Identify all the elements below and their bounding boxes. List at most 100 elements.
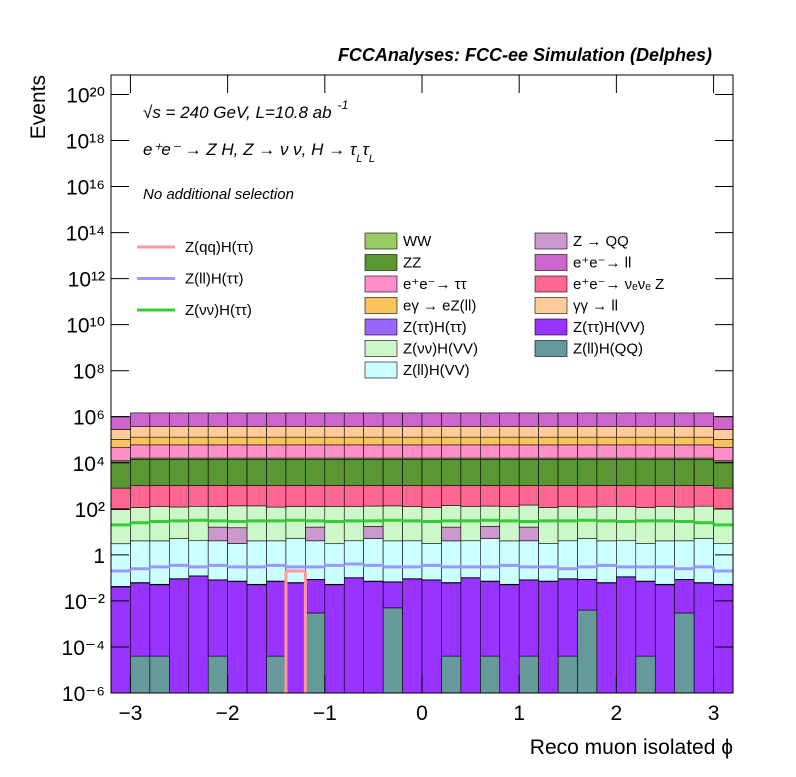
bar-segment	[189, 459, 208, 485]
bar-segment	[558, 579, 577, 656]
bar-segment	[694, 459, 713, 485]
bar-segment	[578, 580, 597, 610]
bar-segment	[597, 437, 616, 445]
bar-segment	[325, 445, 344, 458]
bar-segment	[500, 437, 519, 445]
bar-segment	[578, 427, 597, 437]
bar-segment	[636, 445, 655, 458]
bar-segment	[403, 507, 422, 541]
bar-segment	[344, 413, 363, 427]
bar-segment	[480, 459, 499, 485]
legend-label: WW	[403, 233, 432, 250]
bar-segment	[228, 445, 247, 458]
plot-area	[111, 413, 733, 713]
bar-segment	[208, 437, 227, 445]
y-tick-label: 10¹⁴	[66, 223, 105, 246]
bar-segment	[714, 416, 733, 429]
bar-segment	[422, 427, 441, 437]
bar-segment	[111, 447, 130, 460]
bar-segment	[383, 506, 402, 541]
bar-segment	[169, 459, 188, 485]
bar-segment	[169, 539, 188, 579]
bar-segment	[578, 507, 597, 539]
bar-segment	[286, 445, 305, 458]
bar-segment	[383, 427, 402, 437]
bar-segment	[189, 541, 208, 576]
legend-label: Z(νν)H(ττ)	[185, 302, 252, 319]
bar-segment	[519, 580, 538, 656]
bar-segment	[500, 413, 519, 427]
y-axis-title: Events	[27, 75, 50, 139]
x-tick-label: −1	[313, 702, 337, 725]
y-tick-label: 10⁶	[73, 407, 105, 430]
bar-segment	[558, 437, 577, 445]
legend-swatch	[535, 298, 567, 314]
bar-segment	[616, 541, 635, 577]
bar-segment	[519, 445, 538, 458]
legend-swatch	[535, 255, 567, 271]
bar-segment	[500, 427, 519, 437]
bar-segment	[578, 459, 597, 485]
y-tick-label: 10⁴	[73, 453, 105, 476]
bar-segment	[325, 437, 344, 445]
bar-segment	[519, 427, 538, 437]
bar-segment	[675, 541, 694, 580]
bar-segment	[111, 510, 130, 544]
y-tick-label: 10²⁰	[66, 84, 105, 107]
bar-segment	[636, 427, 655, 437]
bar-segment	[675, 437, 694, 445]
bar-segment	[150, 427, 169, 437]
bar-segment	[519, 505, 538, 527]
bar-segment	[441, 505, 460, 527]
bar-segment	[130, 459, 149, 485]
bar-segment	[539, 445, 558, 458]
bar-segment	[500, 459, 519, 485]
bar-segment	[422, 508, 441, 544]
bar-segment	[675, 580, 694, 613]
bar-segment	[305, 437, 324, 445]
bar-segment	[130, 541, 149, 583]
legend-label: Z(ll)H(VV)	[403, 362, 470, 379]
bar-segment	[150, 507, 169, 541]
bar-segment	[208, 527, 227, 541]
bar-segment	[286, 437, 305, 445]
bar-segment	[480, 485, 499, 506]
bar-segment	[189, 486, 208, 507]
bar-segment	[636, 544, 655, 581]
bar-segment	[130, 445, 149, 458]
bar-segment	[714, 462, 733, 488]
bar-segment	[169, 427, 188, 437]
bar-segment	[111, 544, 130, 587]
bar-segment	[694, 437, 713, 445]
bar-segment	[441, 413, 460, 427]
bar-segment	[150, 413, 169, 427]
y-tick-label: 10¹⁶	[66, 177, 105, 200]
legend-label: Z(qq)H(ττ)	[185, 239, 254, 256]
bar-segment	[480, 581, 499, 656]
bar-segment	[228, 544, 247, 581]
bar-segment	[267, 486, 286, 507]
bar-segment	[422, 544, 441, 580]
bar-segment	[636, 459, 655, 485]
y-tick-label: 10⁻⁴	[62, 637, 105, 660]
legend-swatch	[365, 341, 397, 357]
bar-segment	[247, 459, 266, 485]
bar-segment	[383, 459, 402, 485]
y-tick-label: 10⁸	[73, 361, 105, 384]
x-tick-label: −2	[216, 702, 240, 725]
bar-segment	[208, 486, 227, 507]
bar-segment	[616, 437, 635, 445]
bar-segment	[267, 445, 286, 458]
bar-segment	[267, 541, 286, 581]
bar-segment	[441, 459, 460, 485]
bar-segment	[616, 459, 635, 485]
bar-segment	[519, 485, 538, 505]
bar-segment	[539, 437, 558, 445]
bar-segment	[461, 427, 480, 437]
bar-segment	[383, 541, 402, 582]
bar-segment	[208, 580, 227, 656]
bar-segment	[286, 507, 305, 539]
legend-label: e⁺e⁻→ ττ	[403, 276, 467, 293]
bar-segment	[500, 507, 519, 541]
legend-swatch	[365, 276, 397, 292]
